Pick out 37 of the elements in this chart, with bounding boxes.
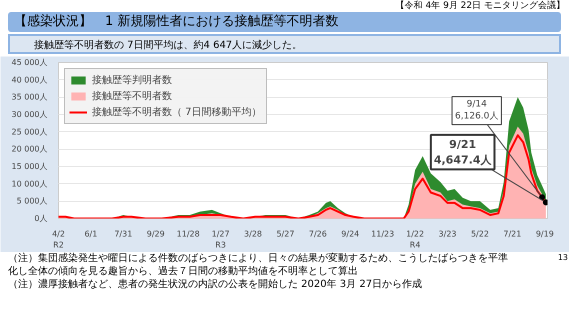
y-tick-label: 35 000人 [12,92,48,102]
y-tick-label: 40 000人 [12,75,48,84]
x-tick-label: 7/31 [114,230,132,238]
text: 13 [558,252,568,264]
x-tick-label: 5/22 [470,230,489,238]
x-tick-label: 1/27 R3 [212,230,230,250]
x-tick-label: 9/29 [146,230,165,238]
x-tick-label: 7/26 [308,230,327,238]
y-tick-label: 5 000人 [16,196,48,206]
y-tick-label: 45 000人 [12,58,48,67]
y-tick-label: 10 000人 [12,179,48,188]
text: （注）濃厚接触者など、患者の発生状況の内訳の公表を開始した 2020年 3月 27日から作成 [8,279,422,290]
legend-label: 接触歴等不明者数 [92,90,172,103]
x-tick-label: 1/22 R4 [406,230,424,250]
y-tick-label: 30 000人 [12,110,48,119]
y-tick-label: 20 000人 [12,144,48,154]
x-tick-label: 7/21 [503,230,522,238]
annotation: 9/21 4,647.4人 [434,138,492,166]
chart-subtitle: 接触歴等不明者数の 7日間平均は、約4 647人に減少した。 [34,39,302,53]
x-tick-label: 9/19 [536,230,554,238]
x-tick-label: 6/1 [84,230,98,238]
x-tick-label: 11/28 [176,230,200,238]
legend-label: 接触歴等判明者数 [92,74,172,87]
x-tick-label: 11/23 [371,230,394,238]
legend-label: 接触歴等不明者数（ 7日間移動平均） [92,106,262,119]
y-tick-label: 15 000人 [12,162,48,171]
x-tick-label: 9/24 [341,230,360,238]
x-tick-label: 3/23 [438,230,457,238]
annotation: 9/14 6,126.0人 [455,100,498,122]
x-tick-label: 4/2 R2 [52,230,65,250]
text: （注）集団感染発生や曜日による件数のばらつきにより、日々の結果が変動するため、こうしたばらつきを平準化し全体の傾向を見る趣旨から、過去７日間の移動平均値を不明率として算出 [8,253,508,277]
x-tick-label: 5/27 [276,230,294,238]
x-tick-label: 3/28 [244,230,262,238]
y-tick-label: 25 000人 [12,127,48,136]
y-tick-label: 0人 [34,214,48,223]
text: 【令和 4年 9月 22日 モニタリング会議】 [396,0,565,13]
chart-title: 【感染状況】 1 新規陽性者における接触歴等不明者数 [14,14,338,30]
